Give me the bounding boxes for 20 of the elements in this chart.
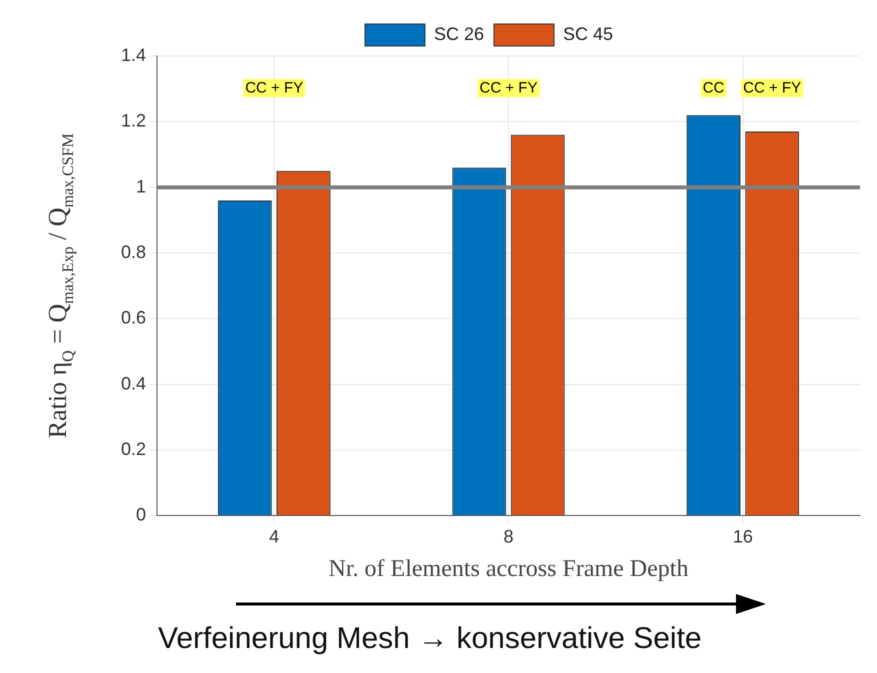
y-tick-label: 1	[136, 176, 146, 196]
x-tick-label: 16	[732, 526, 753, 546]
annotation: CC	[702, 79, 725, 96]
y-tick-label: 0.8	[120, 242, 146, 262]
annotation: CC + FY	[245, 79, 304, 96]
y-tick-label: 1.4	[120, 44, 146, 65]
y-tick-label: 0.4	[120, 373, 146, 394]
y-axis-title: Ratio ηQ = Qmax,Exp / Qmax,CSFM	[43, 133, 77, 438]
x-tick-label: 4	[269, 526, 280, 546]
y-tick-label: 0.6	[120, 308, 146, 328]
y-tick-label: 0	[136, 504, 146, 525]
x-axis-title: Nr. of Elements accross Frame Depth	[328, 556, 688, 582]
annotation: CC + FY	[480, 79, 538, 96]
legend-label: SC 45	[563, 24, 614, 44]
x-tick-label: 8	[504, 526, 514, 546]
annotation: CC + FY	[743, 79, 802, 96]
text: Verfeinerung Mesh → konservative Seite	[158, 622, 702, 656]
y-tick-label: 0.2	[120, 438, 146, 459]
legend-label: SC 26	[434, 24, 484, 44]
y-tick-label: 1.2	[120, 110, 146, 131]
